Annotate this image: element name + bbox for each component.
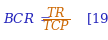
Text: $[19]$: $[19]$ (86, 11, 108, 27)
Text: $BCR\ =$: $BCR\ =$ (3, 12, 52, 26)
Text: $\dfrac{TR}{TCP}$: $\dfrac{TR}{TCP}$ (42, 5, 70, 33)
